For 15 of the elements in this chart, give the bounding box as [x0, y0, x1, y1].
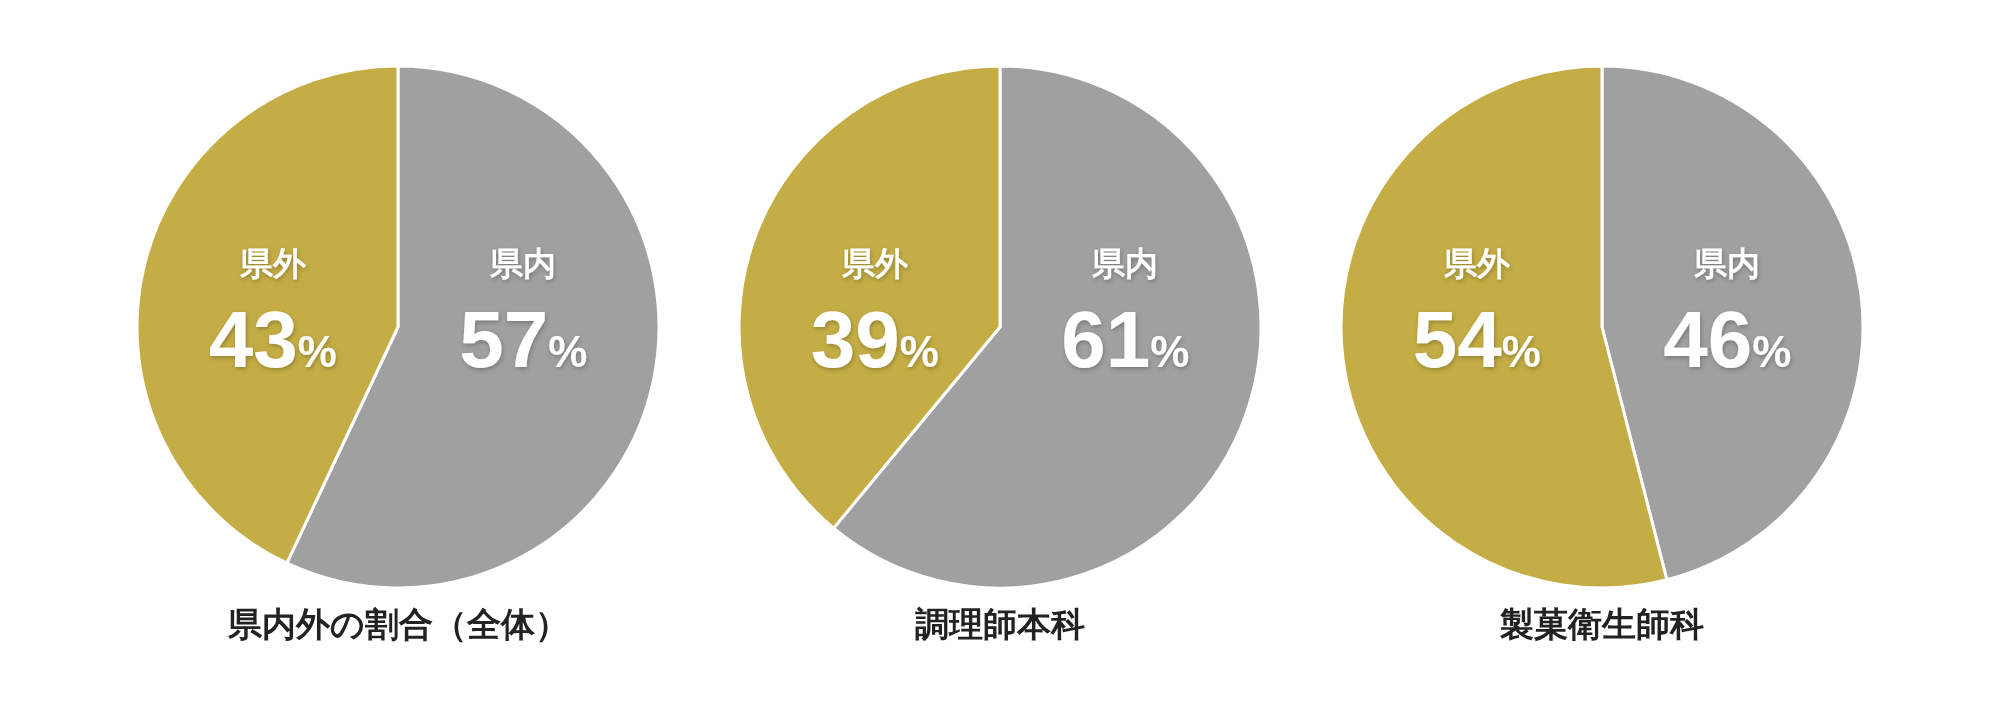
- data-label: 61%: [1061, 295, 1190, 384]
- slice-label: 県内: [1091, 244, 1159, 283]
- text: 調理師本科: [915, 604, 1085, 644]
- data-label: 54%: [1412, 295, 1541, 384]
- data-label: 46%: [1663, 295, 1792, 384]
- slice-label: 県内: [1693, 244, 1761, 283]
- data-label: 57%: [459, 295, 588, 384]
- slice-label: 県外: [1442, 244, 1511, 283]
- text: 製菓衛生師科: [1499, 604, 1704, 644]
- slice-label: 県外: [238, 244, 307, 283]
- text: 県内外の割合（全体）: [226, 604, 569, 644]
- slice-label: 県内: [489, 244, 557, 283]
- data-label: 43%: [208, 295, 337, 384]
- slice-label: 県外: [840, 244, 909, 283]
- data-label: 39%: [810, 295, 939, 384]
